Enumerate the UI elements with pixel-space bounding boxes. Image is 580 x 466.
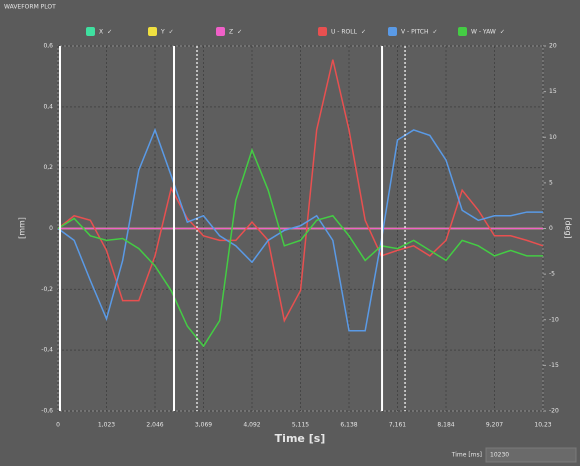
- legend-label: V - PITCH: [401, 29, 429, 36]
- legend-check[interactable]: ✓: [107, 29, 112, 36]
- y2-tick-label: -10: [549, 316, 559, 323]
- legend-label: Y: [160, 29, 165, 36]
- legend-check[interactable]: ✓: [433, 29, 438, 36]
- y2-tick-label: 15: [549, 88, 557, 95]
- y2-axis-label: [deg]: [564, 217, 573, 238]
- x-tick-label: 9,207: [486, 422, 503, 429]
- x-tick-label: 10,23: [534, 422, 551, 429]
- series-line: [57, 127, 543, 332]
- y-tick-label: -0,4: [41, 347, 53, 354]
- y2-tick-label: -15: [549, 362, 559, 369]
- y-axis-label: [mm]: [18, 217, 27, 239]
- y2-tick-label: 10: [549, 134, 557, 141]
- legend-swatch[interactable]: [388, 27, 397, 36]
- x-tick-label: 7,161: [389, 422, 406, 429]
- legend-label: X: [99, 29, 103, 36]
- series-line: [57, 59, 544, 323]
- x-tick-label: 2,046: [146, 422, 163, 429]
- legend-label: Z: [229, 29, 233, 36]
- legend-swatch[interactable]: [86, 27, 95, 36]
- legend-check[interactable]: ✓: [169, 29, 174, 36]
- y2-tick-label: 20: [549, 43, 557, 50]
- x-tick-label: 6,138: [340, 422, 357, 429]
- legend-swatch[interactable]: [148, 27, 157, 36]
- x-tick-label: 0: [56, 422, 60, 429]
- y-tick-label: -0,2: [41, 286, 53, 293]
- legend-swatch[interactable]: [458, 27, 467, 36]
- legend-label: W - YAW: [471, 29, 496, 36]
- y-tick-label: 0: [49, 225, 53, 232]
- y-tick-label: 0,2: [43, 164, 53, 171]
- legend-label: U - ROLL: [331, 29, 358, 36]
- legend-check[interactable]: ✓: [500, 29, 505, 36]
- y2-tick-label: 5: [549, 179, 553, 186]
- x-axis-label: Time [s]: [275, 432, 326, 445]
- y2-tick-label: -20: [549, 408, 559, 415]
- x-tick-label: 8,184: [437, 422, 454, 429]
- y-tick-label: -0,6: [41, 408, 53, 415]
- x-tick-label: 1,023: [98, 422, 115, 429]
- legend-check[interactable]: ✓: [361, 29, 366, 36]
- chart-title: WAVEFORM PLOT: [4, 4, 56, 11]
- legend-swatch[interactable]: [216, 27, 225, 36]
- series-line: [57, 147, 543, 348]
- time-value: 10230: [490, 452, 509, 459]
- y-tick-label: 0,4: [43, 103, 53, 110]
- time-input[interactable]: [485, 447, 577, 463]
- x-tick-label: 5,115: [292, 422, 309, 429]
- x-tick-label: 3,069: [195, 422, 212, 429]
- x-tick-label: 4,092: [243, 422, 260, 429]
- time-label: Time [ms]: [451, 452, 482, 459]
- y2-tick-label: -5: [549, 271, 555, 278]
- legend-swatch[interactable]: [318, 27, 327, 36]
- y-tick-label: 0,6: [43, 43, 53, 50]
- y2-tick-label: 0: [549, 225, 553, 232]
- legend-check[interactable]: ✓: [237, 29, 242, 36]
